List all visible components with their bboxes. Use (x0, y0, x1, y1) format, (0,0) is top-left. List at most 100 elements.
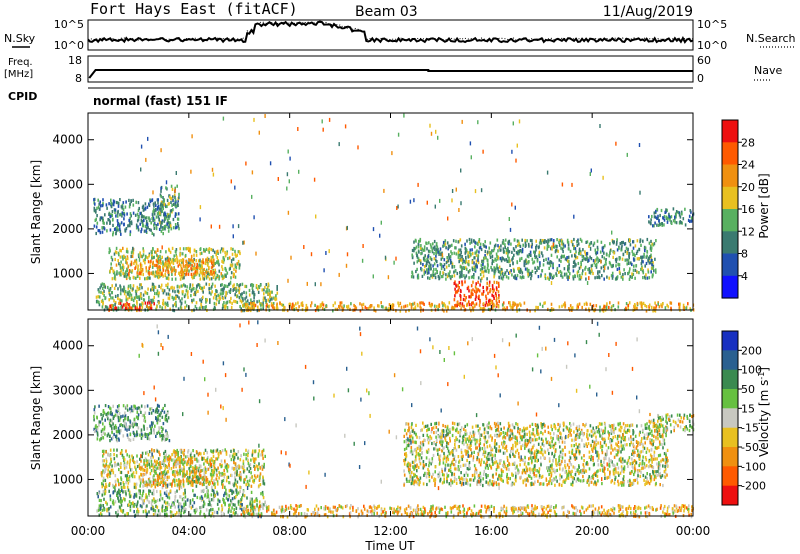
frequency-panel: 18 8 60 0 Freq. [MHz] Nave (4, 54, 782, 85)
colorbar-swatch (722, 231, 738, 255)
heatmap-region (453, 280, 500, 308)
y-tick-label: 4000 (52, 133, 83, 147)
colorbar-tick-label: -50 (741, 441, 759, 454)
x-tick-label: 00:00 (71, 524, 106, 538)
freq-label-line1: Freq. (8, 57, 33, 68)
colorbar-swatch (722, 389, 738, 409)
heatmap-region (126, 257, 215, 277)
heatmap-scatter (138, 113, 641, 287)
colorbar-tick-label: 50 (741, 383, 755, 396)
noise-left-tick-top: 10^5 (54, 18, 84, 31)
y-tick-label: 2000 (52, 428, 83, 442)
velocity-colorbar: 200 100 50 15 -15 -50 -100 -200 (721, 330, 766, 506)
heatmap-region (93, 197, 171, 237)
colorbar-swatch (722, 447, 738, 467)
nave-label: Nave (754, 64, 782, 77)
y-tick-label: 2000 (52, 222, 83, 236)
heatmap-region (138, 457, 216, 488)
cpid-mode: normal (fast) 151 IF (93, 94, 228, 108)
time-axis: 00:00 04:00 08:00 12:00 16:00 20:00 00:00 (71, 113, 711, 538)
colorbar-tick-label: 4 (741, 270, 748, 283)
velocity-y-label: Slant Range [km] (29, 366, 43, 470)
colorbar-tick-label: 24 (741, 159, 755, 172)
colorbar-swatch (722, 209, 738, 232)
heatmap-region (410, 237, 657, 281)
freq-line (88, 69, 693, 79)
date-title: 11/Aug/2019 (603, 4, 693, 20)
heatmap-region (648, 207, 695, 228)
x-tick-label: 04:00 (172, 524, 207, 538)
station-title: Fort Hays East (fitACF) (90, 0, 298, 18)
colorbar-tick-label: 16 (741, 203, 755, 216)
velocity-y-ticks: 1000 2000 3000 4000 (52, 339, 693, 486)
colorbar-swatch (722, 369, 738, 390)
x-axis-label: Time UT (364, 539, 415, 553)
freq-label-line2: [MHz] (4, 69, 33, 80)
colorbar-swatch (722, 142, 738, 166)
power-y-label: Slant Range [km] (29, 160, 43, 264)
x-tick-label: 16:00 (474, 524, 509, 538)
heatmap-region (108, 301, 155, 312)
heatmap-region (93, 403, 171, 443)
heatmap-region (647, 412, 695, 434)
velocity-heatmap (93, 320, 695, 519)
colorbar-swatch (722, 350, 738, 371)
noise-right-tick-bottom: 10^0 (697, 39, 727, 52)
power-panel-frame (87, 112, 694, 311)
colorbar-swatch (722, 331, 738, 351)
colorbar-tick-label: 20 (741, 181, 755, 194)
x-tick-label: 08:00 (272, 524, 307, 538)
cpid-label: CPID (8, 90, 37, 103)
power-colorbar: 4 8 12 16 20 24 28 (721, 119, 755, 299)
y-tick-label: 1000 (52, 472, 83, 486)
colorbar-tick-label: -200 (741, 480, 766, 493)
noise-sky-label: N.Sky (4, 32, 36, 45)
colorbar-swatch (722, 408, 738, 429)
noise-trace (87, 20, 694, 44)
colorbar-frame (721, 330, 739, 506)
heatmap-region (239, 504, 694, 519)
noise-right-tick-top: 10^5 (697, 18, 727, 31)
colorbar-swatch (722, 466, 738, 487)
power-colorbar-label: Power [dB] (757, 173, 771, 238)
y-tick-label: 3000 (52, 177, 83, 191)
colorbar-tick-label: 28 (741, 136, 755, 149)
freq-right-tick-top: 60 (697, 54, 711, 67)
noise-search-label: N.Search (746, 32, 796, 45)
heatmap-region (158, 184, 180, 231)
heatmap-region (240, 301, 695, 313)
colorbar-swatch (722, 186, 738, 210)
noise-panel-frame (87, 19, 694, 51)
colorbar-swatch (722, 275, 738, 299)
colorbar-swatch (722, 427, 738, 448)
colorbar-tick-label: 12 (741, 225, 755, 238)
x-tick-label: 00:00 (676, 524, 711, 538)
noise-sky-trace (87, 20, 694, 44)
y-tick-label: 1000 (52, 266, 83, 280)
freq-left-tick-top: 18 (68, 54, 82, 67)
heatmap-scatter (138, 320, 641, 491)
colorbar-swatch (722, 120, 738, 143)
colorbar-tick-label: -15 (741, 422, 759, 435)
x-tick-label: 20:00 (575, 524, 610, 538)
colorbar-swatch (722, 253, 738, 277)
colorbar-tick-label: 8 (741, 248, 748, 261)
frequency-panel-frame (87, 55, 694, 83)
beam-title: Beam 03 (355, 4, 418, 20)
heatmap-region (96, 488, 266, 519)
power-y-ticks: 1000 2000 3000 4000 (52, 133, 693, 280)
colorbar-swatch (722, 485, 738, 506)
colorbar-swatch (722, 164, 738, 188)
noise-left-tick-bottom: 10^0 (54, 39, 84, 52)
colorbar-tick-label: 200 (741, 344, 762, 357)
y-tick-label: 4000 (52, 339, 83, 353)
colorbar-tick-label: -100 (741, 460, 766, 473)
velocity-panel: 1000 2000 3000 4000 Slant Range [km] (29, 318, 695, 519)
frequency-trace (88, 69, 693, 79)
colorbar-tick-label: 100 (741, 364, 762, 377)
freq-left-tick-bottom: 8 (75, 72, 82, 85)
y-tick-label: 3000 (52, 383, 83, 397)
freq-right-tick-bottom: 0 (697, 72, 704, 85)
x-tick-label: 12:00 (373, 524, 408, 538)
power-panel: 1000 2000 3000 4000 Slant Range [km] (29, 112, 695, 313)
